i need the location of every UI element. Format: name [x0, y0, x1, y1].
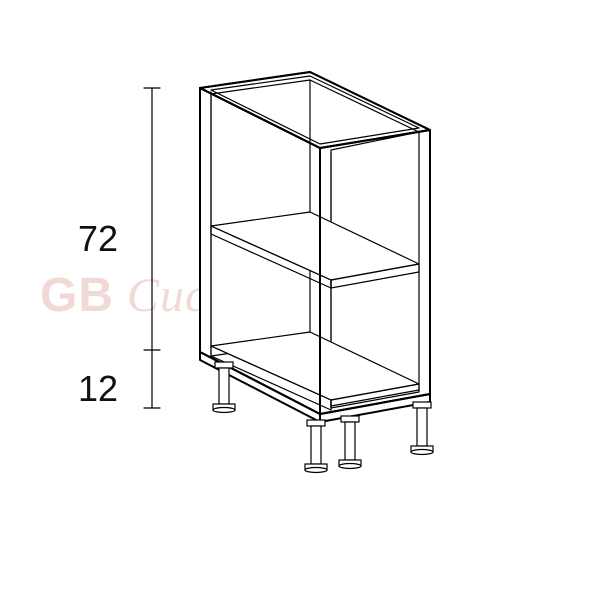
- dimension-label-leg-height: 12: [78, 368, 118, 410]
- cabinet-line-drawing: [0, 0, 600, 600]
- dimension-label-body-height: 72: [78, 218, 118, 260]
- diagram-canvas: GB Cucine 72 12: [0, 0, 600, 600]
